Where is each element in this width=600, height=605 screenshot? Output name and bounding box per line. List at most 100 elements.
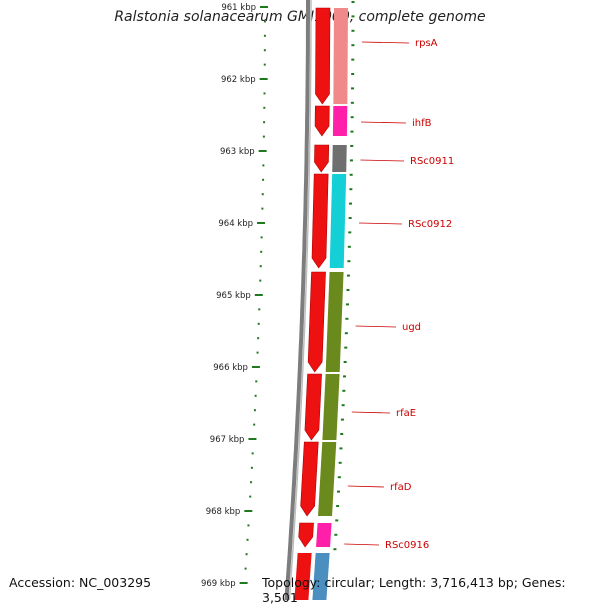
gene-arrow (300, 441, 319, 517)
gene-arrow-partial (294, 553, 312, 600)
ruler-minor-tick (259, 265, 262, 268)
ruler-minor-tick (262, 178, 265, 181)
track-tick (349, 202, 353, 205)
ruler-minor-tick (247, 524, 250, 527)
ruler-minor-tick (263, 106, 266, 109)
track-tick (348, 217, 352, 219)
ruler-minor-tick (262, 164, 265, 167)
ruler-minor-tick (263, 34, 266, 37)
track-tick (351, 29, 355, 32)
gene-leader-line (361, 121, 407, 124)
track-tick (351, 1, 355, 3)
ruler-minor-tick (250, 466, 253, 469)
ruler-minor-tick (255, 380, 258, 383)
gene-label[interactable]: ihfB (412, 118, 432, 129)
cog-track-block (322, 374, 340, 440)
gene-arrow (307, 271, 326, 373)
cog-track-block (318, 442, 337, 516)
track-tick (342, 389, 346, 392)
ruler-minor-tick (249, 495, 252, 498)
track-tick (343, 361, 347, 363)
gene-labels: rpsA ihfB RSc0911 RSc0912 ugd rfaE rfaD RSc0916 (344, 38, 454, 551)
ruler-label: 964 kbp (218, 219, 253, 229)
track-tick (336, 490, 340, 493)
ruler-minor-tick (261, 207, 264, 210)
gene-label[interactable]: RSc0916 (385, 540, 429, 551)
gene-leader-line (347, 485, 385, 488)
track-tick (346, 289, 350, 291)
ruler-minor-tick (262, 135, 265, 138)
track-tick (342, 375, 346, 378)
track-tick (349, 188, 353, 191)
ruler-label: 961 kbp (221, 3, 256, 13)
track-tick (351, 87, 355, 90)
ruler-minor-tick (245, 553, 248, 556)
gene-label[interactable]: RSc0912 (408, 219, 452, 230)
gene-arrow (298, 522, 314, 548)
gene-arrow (304, 373, 322, 441)
track-tick (351, 15, 355, 18)
track-tick (344, 332, 348, 335)
ruler-minor-tick (244, 567, 247, 570)
ruler-minor-tick (259, 279, 262, 282)
backbone-line (284, 0, 310, 600)
gene-leader-line (344, 543, 380, 546)
gene-label[interactable]: rfaE (396, 408, 416, 419)
gene-leader-line (355, 325, 397, 328)
track-tick (344, 346, 348, 349)
track-tick (351, 58, 355, 61)
track-tick (340, 418, 344, 421)
ruler-minor-tick (263, 20, 266, 23)
track-tick (351, 44, 355, 47)
gene-label[interactable]: rpsA (415, 38, 438, 49)
ruler-minor-tick (251, 452, 254, 455)
ruler-minor-tick (263, 92, 266, 95)
ruler-label: 962 kbp (221, 75, 256, 85)
gene-arrow (311, 173, 329, 269)
ruler-label: 969 kbp (201, 579, 236, 589)
track-tick (347, 245, 351, 248)
ruler-minor-tick (260, 250, 263, 253)
ruler-label: 966 kbp (213, 363, 248, 373)
ruler-label: 965 kbp (216, 291, 251, 301)
gene-label[interactable]: ugd (402, 322, 421, 333)
topology-summary: Topology: circular; Length: 3,716,413 bp… (262, 575, 566, 605)
track-tick (348, 231, 352, 234)
track-tick (351, 73, 355, 75)
ruler-minor-tick (257, 337, 260, 340)
track-tick (350, 101, 354, 104)
gene-label[interactable]: rfaD (390, 482, 412, 493)
gene-leader-line (359, 222, 403, 225)
track-tick (335, 519, 339, 522)
track-tick (350, 145, 354, 147)
cog-track-block (332, 145, 347, 172)
ruler-minor-tick (263, 63, 266, 66)
ruler-minor-tick (263, 49, 266, 52)
ruler-minor-tick (256, 351, 259, 354)
track-tick (333, 548, 337, 551)
gene-label[interactable]: RSc0911 (410, 156, 454, 167)
ruler: 961 kbp 962 kbp 963 kbp 964 kbp 965 kbp 966 k… (201, 1, 355, 589)
track-tick (347, 260, 351, 263)
genes (294, 7, 348, 600)
gene-arrow (315, 7, 331, 105)
track-tick (341, 404, 345, 407)
ruler-minor-tick (250, 481, 253, 484)
ruler-minor-tick (254, 394, 257, 397)
cog-track-block (332, 106, 348, 136)
ruler-label: 963 kbp (220, 147, 255, 157)
ruler-minor-tick (257, 322, 260, 325)
backbone (284, 0, 312, 600)
track-tick (345, 303, 349, 306)
track-tick (349, 173, 353, 176)
gene-leader-line (361, 41, 410, 44)
track-tick (346, 274, 350, 277)
track-tick (340, 433, 344, 435)
accession-text: Accession: NC_003295 (9, 575, 152, 590)
track-tick (338, 461, 342, 464)
gene-arrow (314, 144, 330, 173)
ruler-minor-tick (253, 423, 256, 426)
track-tick (345, 317, 349, 320)
track-tick (350, 116, 354, 119)
